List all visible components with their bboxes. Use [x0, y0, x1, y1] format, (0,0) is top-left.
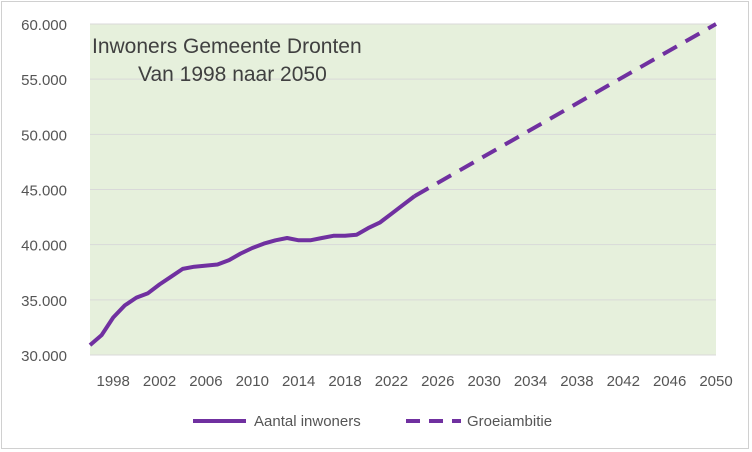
y-tick-label: 30.000	[21, 348, 67, 365]
x-tick-label: 2014	[282, 373, 315, 390]
series-layer	[88, 22, 717, 347]
x-tick-label: 2034	[514, 373, 547, 390]
y-tick-label: 45.000	[21, 183, 67, 200]
chart-title-line-1: Inwoners Gemeente Dronten	[92, 35, 362, 58]
x-tick-label: 2002	[143, 373, 176, 390]
y-tick-label: 55.000	[21, 72, 67, 89]
y-axis-tick-labels: 30.000 35.000 40.000 45.000 50.000 55.000 60.0…	[21, 17, 67, 365]
x-tick-label: 2006	[189, 373, 222, 390]
x-tick-label: 2022	[375, 373, 408, 390]
legend-label-aantal-inwoners: Aantal inwoners	[254, 413, 361, 430]
y-tick-label: 60.000	[21, 17, 67, 34]
x-tick-label: 2046	[653, 373, 686, 390]
y-tick-label: 50.000	[21, 127, 67, 144]
x-tick-label: 2050	[699, 373, 732, 390]
chart-title-line-2: Van 1998 naar 2050	[138, 63, 327, 86]
x-tick-label: 2018	[328, 373, 361, 390]
x-tick-label: 1998	[96, 373, 129, 390]
legend-label-groeiambitie: Groeiambitie	[467, 413, 552, 430]
y-tick-label: 40.000	[21, 238, 67, 255]
x-tick-label: 2026	[421, 373, 454, 390]
gridlines	[90, 23, 716, 356]
x-tick-label: 2010	[236, 373, 269, 390]
series-line-aantal-inwoners	[88, 194, 416, 347]
x-tick-label: 2038	[560, 373, 593, 390]
x-tick-label: 2030	[467, 373, 500, 390]
series-line-groeiambitie	[413, 22, 717, 198]
y-tick-label: 35.000	[21, 293, 67, 310]
x-axis-tick-labels: 1998 2002 2006 2010 2014 2018 2022 2026 2030 2034…	[96, 373, 732, 390]
legend: Aantal inwoners Groeiambitie	[193, 413, 552, 430]
x-tick-label: 2042	[607, 373, 640, 390]
